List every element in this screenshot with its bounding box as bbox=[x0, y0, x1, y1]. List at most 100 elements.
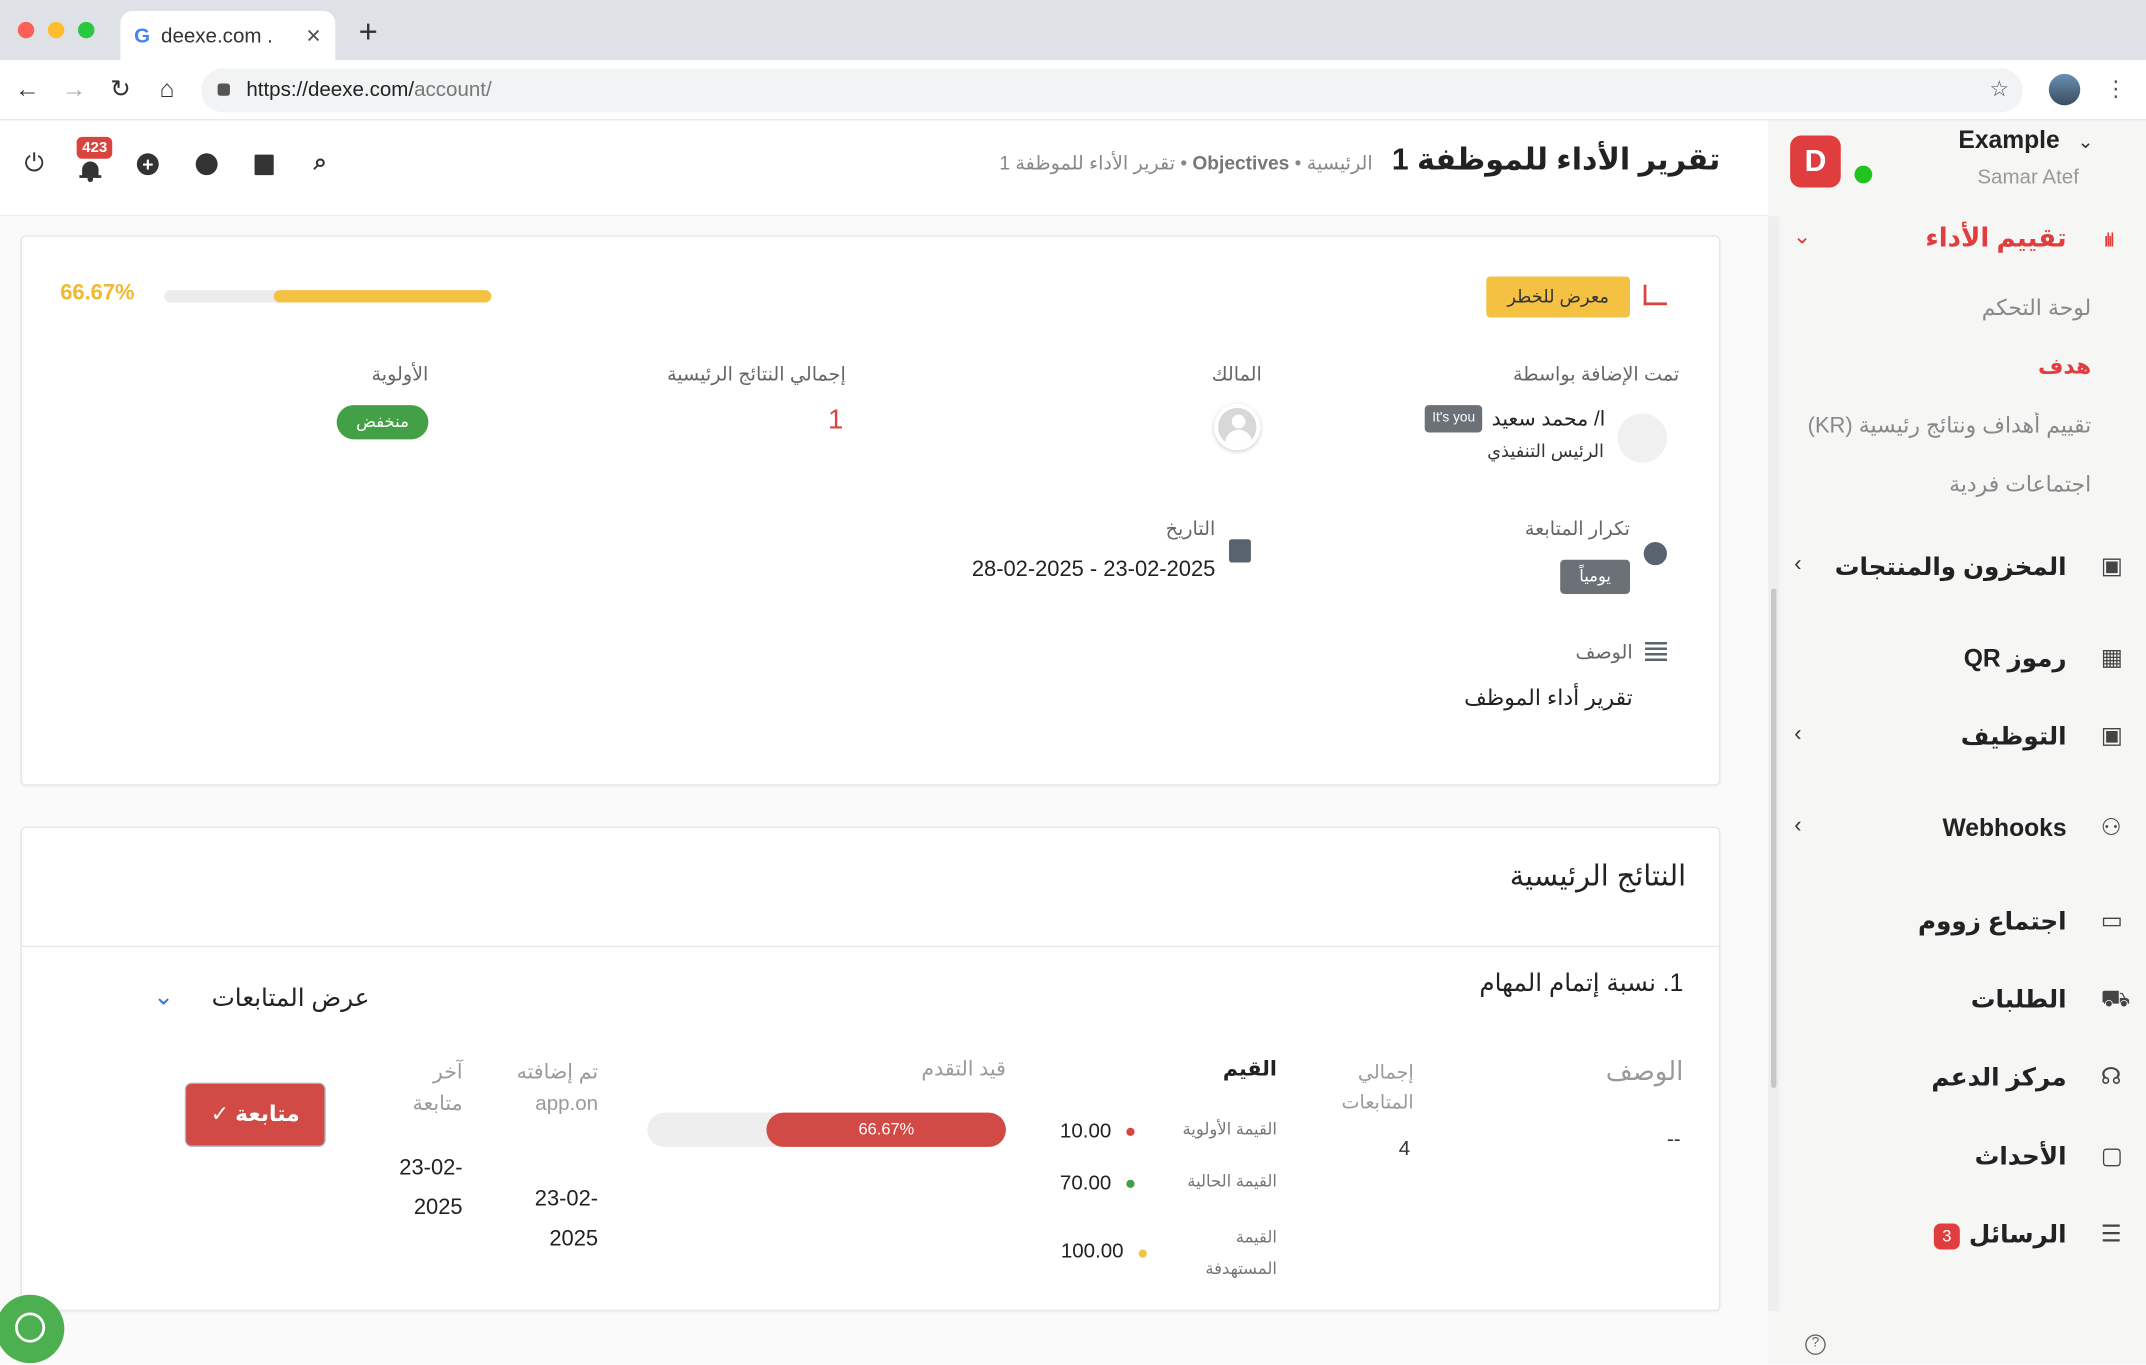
online-status-dot bbox=[1854, 165, 1873, 184]
user-name: Samar Atef bbox=[1977, 165, 2079, 189]
minimize-window-button[interactable] bbox=[47, 21, 65, 39]
kr-progress-fill: 66.67% bbox=[766, 1112, 1006, 1147]
breadcrumb-home[interactable]: الرئيسية bbox=[1306, 151, 1373, 174]
close-window-button[interactable] bbox=[17, 21, 35, 39]
sidebar-item[interactable]: اجتماع زووم bbox=[1918, 907, 2067, 935]
total-kr-label: إجمالي النتائج الرئيسية bbox=[666, 362, 846, 385]
breadcrumb-objectives[interactable]: Objectives bbox=[1192, 151, 1290, 174]
video-icon: ▭ bbox=[2100, 907, 2123, 934]
initial-dot bbox=[1126, 1127, 1135, 1136]
sidebar-subitem-dashboard[interactable]: لوحة التحكم bbox=[1981, 296, 2092, 321]
its-you-badge: It's you bbox=[1425, 405, 1483, 433]
cart-icon: ⛟ bbox=[2100, 985, 2131, 1012]
sidebar-subitem-one-on-one[interactable]: اجتماعات فردية bbox=[1949, 473, 2092, 497]
forward-icon[interactable]: → bbox=[61, 75, 87, 103]
clock-icon[interactable] bbox=[195, 153, 218, 176]
profile-avatar[interactable] bbox=[2048, 73, 2081, 106]
followup-button[interactable]: متابعة ✓ bbox=[184, 1082, 326, 1147]
badge-icon: ▣ bbox=[2100, 722, 2123, 749]
brand-logo[interactable]: D bbox=[1790, 135, 1841, 188]
sidebar-item[interactable]: رموز QR bbox=[1963, 644, 2067, 672]
new-tab-button[interactable]: + bbox=[358, 13, 378, 51]
url-path: account/ bbox=[414, 78, 492, 102]
bell-icon[interactable] bbox=[79, 160, 102, 183]
date-range: 28-02-2025 - 23-02-2025 bbox=[971, 558, 1216, 582]
note-icon[interactable] bbox=[254, 154, 274, 176]
owner-label: المالك bbox=[1211, 362, 1262, 385]
status-badge[interactable]: معرض للخطر bbox=[1486, 276, 1631, 318]
objective-progress-fill bbox=[273, 290, 492, 303]
bell-icon-rim bbox=[79, 175, 102, 178]
sidebar-item[interactable]: مركز الدعم bbox=[1931, 1063, 2067, 1091]
show-followups-toggle[interactable]: ⌄ عرض المتابعات bbox=[153, 983, 379, 1019]
help-icon[interactable]: ? bbox=[1805, 1334, 1826, 1355]
url-bar[interactable]: https://deexe.com/account/ ☆ bbox=[201, 68, 2023, 113]
home-icon[interactable]: ⌂ bbox=[159, 75, 175, 103]
objective-card bbox=[20, 235, 1721, 786]
trend-chart-icon bbox=[1643, 284, 1667, 306]
kr-total-followups: 4 bbox=[1398, 1137, 1411, 1161]
description-icon bbox=[1645, 641, 1667, 662]
calendar-icon: ▢ bbox=[2100, 1142, 2123, 1169]
bell-icon-body bbox=[82, 161, 99, 177]
browser-menu-icon[interactable]: ⋮ bbox=[2104, 78, 2127, 102]
chevron-left-icon[interactable]: ‹ bbox=[1794, 814, 1802, 838]
chevron-down-icon: ⌄ bbox=[153, 982, 174, 1011]
current-value-label: القيمة الحالية bbox=[1187, 1171, 1277, 1191]
sidebar-item[interactable]: الطلبات bbox=[1970, 985, 2067, 1013]
maximize-window-button[interactable] bbox=[78, 21, 95, 39]
sidebar-subitem-objective[interactable]: هدف bbox=[2037, 355, 2092, 380]
add-icon[interactable]: + bbox=[136, 153, 159, 176]
total-kr-value: 1 bbox=[828, 405, 844, 436]
page-title: تقرير الأداء للموظفة 1 bbox=[1391, 142, 1721, 177]
back-icon[interactable]: ← bbox=[15, 75, 40, 103]
sidebar-item[interactable]: الأحداث bbox=[1974, 1142, 2067, 1171]
breadcrumb-separator: • bbox=[1180, 151, 1188, 174]
sidebar-group-performance[interactable]: تقييم الأداء bbox=[1925, 224, 2067, 254]
tab-title: deexe.com . bbox=[161, 23, 273, 48]
power-icon[interactable]: ⏻ bbox=[24, 149, 44, 177]
kr-progress-label: 66.67% bbox=[858, 1119, 915, 1139]
whatsapp-icon[interactable] bbox=[0, 1294, 65, 1364]
headset-icon: ☊ bbox=[2100, 1063, 2122, 1090]
sidebar-item[interactable]: Webhooks bbox=[1942, 814, 2067, 842]
sidebar-item[interactable]: المخزون والمنتجات bbox=[1834, 552, 2067, 581]
sidebar-item[interactable]: الرسائل bbox=[1968, 1220, 2067, 1249]
person-icon-body bbox=[1224, 429, 1253, 447]
added-by-label: تمت الإضافة بواسطة bbox=[1513, 362, 1680, 385]
reload-icon[interactable]: ↻ bbox=[110, 75, 131, 103]
calendar-icon bbox=[1229, 539, 1251, 563]
sidebar-subitem-kr-evaluation[interactable]: تقييم أهداف ونتائج رئيسية (KR) bbox=[1807, 414, 2092, 438]
added-by-name-row: ا/ محمد سعيد It's you bbox=[1425, 405, 1606, 433]
browser-tab[interactable]: G deexe.com . ✕ bbox=[120, 10, 336, 61]
owner-avatar[interactable] bbox=[1213, 403, 1261, 451]
search-icon[interactable]: ⌕ bbox=[313, 149, 327, 176]
sidebar-scrollbar[interactable] bbox=[1770, 588, 1777, 1089]
current-value: 70.00 bbox=[1059, 1171, 1112, 1195]
priority-badge: منخفض bbox=[336, 405, 429, 440]
chevron-left-icon[interactable]: ‹ bbox=[1794, 552, 1802, 577]
col-description: الوصف bbox=[1605, 1057, 1684, 1087]
clock-icon bbox=[1643, 541, 1667, 566]
chevron-down-icon[interactable]: ⌄ bbox=[1792, 225, 1812, 250]
sidebar-item[interactable]: التوظيف bbox=[1960, 722, 2067, 750]
person-icon bbox=[1231, 414, 1246, 429]
description-text: تقرير أداء الموظف bbox=[1464, 687, 1633, 711]
bookmark-star-icon[interactable]: ☆ bbox=[1989, 78, 2010, 102]
sidebar bbox=[1768, 120, 2146, 1365]
kr-progress-bar: 66.67% bbox=[647, 1112, 1006, 1147]
col-values: القيم bbox=[1222, 1057, 1277, 1082]
col-added-on: تم إضافته app.on bbox=[516, 1060, 599, 1116]
col-total-followups: إجمالي المتابعات bbox=[1341, 1060, 1414, 1113]
breadcrumb-separator: • bbox=[1294, 151, 1302, 174]
close-tab-icon[interactable]: ✕ bbox=[305, 23, 322, 46]
app-header bbox=[0, 120, 1769, 217]
chevron-left-icon[interactable]: ‹ bbox=[1794, 722, 1802, 746]
added-by-name[interactable]: ا/ محمد سعيد bbox=[1491, 407, 1606, 432]
date-label: التاريخ bbox=[1165, 517, 1216, 540]
kr-item-title: 1. نسبة إتمام المهام bbox=[1479, 968, 1684, 997]
webhook-icon: ⚇ bbox=[2100, 814, 2122, 841]
org-chevron-down-icon[interactable]: ⌄ bbox=[2077, 130, 2094, 152]
org-name[interactable]: Example bbox=[1958, 125, 2060, 154]
show-followups-label: عرض المتابعات bbox=[211, 984, 370, 1012]
